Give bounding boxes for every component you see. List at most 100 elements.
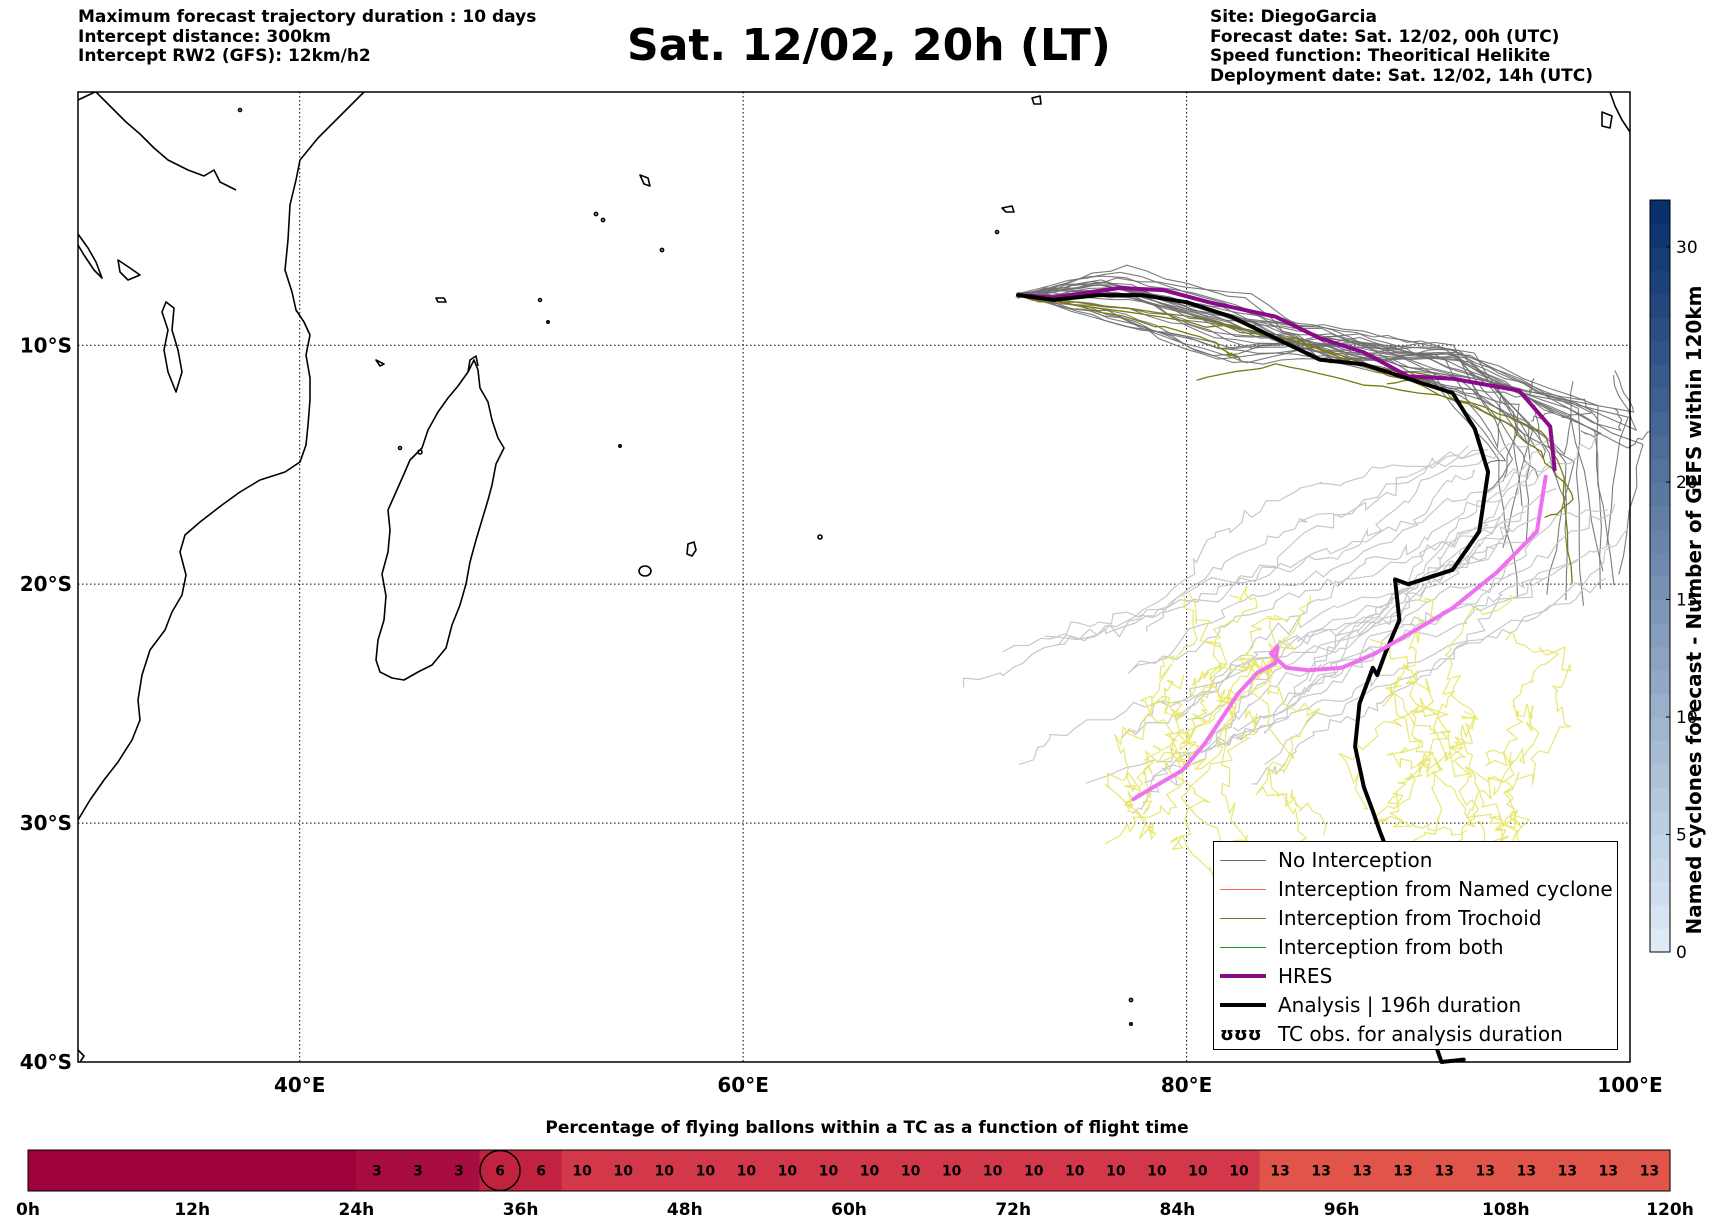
tc-forecast-track (1176, 614, 1288, 766)
time-bar-cell (1341, 1150, 1384, 1191)
time-bar-title: Percentage of flying ballons within a TC… (545, 1118, 1189, 1138)
time-bar-value: 13 (1558, 1164, 1577, 1180)
time-bar-cell (110, 1150, 152, 1191)
tc-forecast-track (1113, 592, 1198, 835)
no-interception-trajectory (1264, 544, 1612, 765)
colorbar-segment (1650, 247, 1670, 271)
time-bar-tick-label: 0h (16, 1200, 40, 1220)
time-bar-value: 13 (1640, 1164, 1659, 1180)
time-bar-value: 10 (1106, 1164, 1126, 1180)
island (397, 445, 403, 451)
colorbar-segment (1650, 740, 1670, 765)
legend-swatch (1220, 974, 1266, 978)
no-interception-trajectory (1018, 292, 1514, 499)
no-interception-trajectory (962, 445, 1469, 688)
colorbar-tick-label: 20 (1676, 473, 1698, 493)
legend: No Interception Interception from Named … (1213, 841, 1618, 1050)
colorbar-label: Named cyclones forecast - Number of GEFS… (1682, 285, 1706, 935)
africa-coast (77, 91, 365, 821)
coastlines (77, 91, 1631, 1063)
time-bar-cell (69, 1150, 111, 1191)
no-interception-trajectory (1018, 284, 1600, 422)
trochoid-interception-trajectory (1018, 294, 1242, 361)
main-trajectories (1016, 285, 1557, 1064)
time-bar-cell (849, 1150, 891, 1191)
northwest-land (95, 91, 237, 191)
colorbar-segment (1650, 787, 1670, 812)
time-bar-cell (1423, 1150, 1466, 1191)
no-interception-trajectory (1217, 449, 1558, 748)
island (1129, 1021, 1134, 1026)
time-bar-value: 13 (1311, 1164, 1330, 1180)
colorbar-segment (1650, 200, 1670, 224)
time-bar-cell (1136, 1150, 1178, 1191)
time-bar-cell (1300, 1150, 1343, 1191)
colorbar-segment (1650, 599, 1670, 624)
time-bar-value: 13 (1599, 1164, 1618, 1180)
time-bar-cell (192, 1150, 234, 1191)
tc-forecast-track (1371, 710, 1476, 836)
africa-coast-north (77, 91, 96, 101)
colorbar-segment (1650, 341, 1670, 365)
y-tick-label: 10°S (20, 333, 72, 357)
colorbar-segment (1650, 529, 1670, 553)
colorbar-segment (1650, 505, 1670, 530)
time-bar-value: 10 (860, 1164, 880, 1180)
colorbar-tick-label: 10 (1676, 708, 1698, 728)
tc-obs-symbol-icon: ʊʊʊ (1220, 1023, 1262, 1045)
legend-item-both: Interception from both (1220, 934, 1504, 960)
colorbar-segment (1650, 317, 1670, 342)
northeast-island (1601, 111, 1613, 129)
lake-victoria (117, 259, 141, 281)
header-line: Deployment date: Sat. 12/02, 14h (UTC) (1210, 65, 1594, 86)
time-bar-value: 10 (613, 1164, 633, 1180)
no-interception-trajectory (1176, 541, 1500, 721)
tc-forecast-track (1485, 630, 1560, 797)
time-bar-value: 10 (1229, 1164, 1249, 1180)
trochoid-interception-trajectory (1016, 292, 1574, 519)
time-bar-tick-label: 36h (503, 1200, 539, 1220)
legend-label: TC obs. for analysis duration (1278, 1022, 1563, 1046)
time-bar-cell (972, 1150, 1014, 1191)
time-bar-tick-label: 24h (339, 1200, 375, 1220)
no-interception-trajectory (1293, 578, 1544, 698)
reunion-island (638, 565, 652, 577)
colorbar-segment (1650, 552, 1670, 577)
y-tick-label: 20°S (20, 572, 72, 596)
time-bar-tick-label: 120h (1646, 1200, 1694, 1220)
colorbar-segment (1650, 223, 1670, 248)
colorbar-segment (1650, 764, 1670, 788)
time-bar-cell (520, 1150, 563, 1191)
legend-swatch (1220, 1003, 1266, 1007)
header-line: Intercept distance: 300km (78, 26, 331, 47)
colorbar-segment (1650, 858, 1670, 882)
time-bar-value: 10 (819, 1164, 839, 1180)
time-bar-cell (438, 1150, 481, 1191)
time-bar-value: 6 (536, 1164, 546, 1180)
time-bar-cell (151, 1150, 193, 1191)
chart-title: Sat. 12/02, 20h (LT) (627, 20, 1111, 71)
legend-item-tc-obs: ʊʊʊ TC obs. for analysis duration (1220, 1021, 1563, 1047)
time-bar-value: 3 (372, 1164, 382, 1180)
x-tick-label: 80°E (1161, 1073, 1213, 1097)
time-bar-value: 13 (1476, 1164, 1495, 1180)
time-bar-tick-label: 48h (667, 1200, 703, 1220)
colorbar-segment (1650, 294, 1670, 318)
tc-obs-track (1131, 474, 1548, 802)
time-bar-value: 10 (1188, 1164, 1208, 1180)
time-bar-value: 13 (1393, 1164, 1412, 1180)
time-bar-cell (315, 1150, 357, 1191)
colorbar-tick-label: 5 (1676, 826, 1687, 846)
colorbar-segment (1650, 881, 1670, 906)
chagos (1001, 205, 1015, 213)
time-bar-tick-label: 72h (995, 1200, 1031, 1220)
time-bar-cell (561, 1150, 604, 1191)
legend-label: Interception from Named cyclone (1278, 877, 1613, 901)
legend-label: HRES (1278, 964, 1333, 988)
tc-forecast-track (1104, 656, 1282, 841)
time-bar-value: 10 (1024, 1164, 1044, 1180)
rodrigues-island (817, 534, 823, 540)
time-bar-value: 10 (737, 1164, 757, 1180)
no-interception-trajectory (1127, 469, 1476, 674)
comoros (375, 359, 385, 367)
